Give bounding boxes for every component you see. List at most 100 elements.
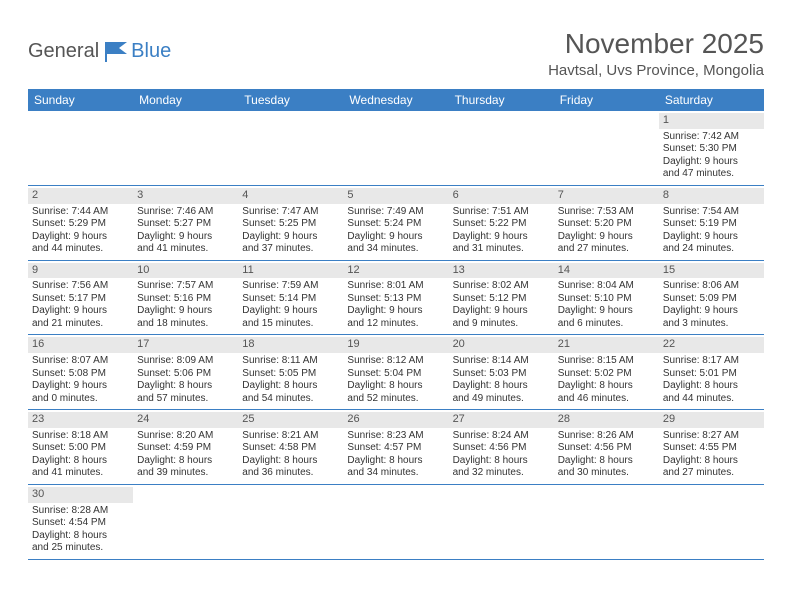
day-number: 24	[133, 412, 238, 428]
day-cell: 29Sunrise: 8:27 AMSunset: 4:55 PMDayligh…	[659, 410, 764, 484]
day-cell-empty	[238, 111, 343, 185]
day-cell: 15Sunrise: 8:06 AMSunset: 5:09 PMDayligh…	[659, 261, 764, 335]
day-number: 17	[133, 337, 238, 353]
day-details: Sunrise: 8:26 AMSunset: 4:56 PMDaylight:…	[558, 430, 655, 480]
day-number: 20	[449, 337, 554, 353]
day-number: 1	[659, 113, 764, 129]
day-number: 28	[554, 412, 659, 428]
day-details: Sunrise: 7:56 AMSunset: 5:17 PMDaylight:…	[32, 280, 129, 330]
day-number: 11	[238, 263, 343, 279]
day-number: 5	[343, 188, 448, 204]
day-details: Sunrise: 8:14 AMSunset: 5:03 PMDaylight:…	[453, 355, 550, 405]
week-row: 2 Sunrise: 7:44 AMSunset: 5:29 PMDaylight…	[28, 186, 764, 261]
day-details: Sunrise: 8:02 AMSunset: 5:12 PMDaylight:…	[453, 280, 550, 330]
day-cell-empty	[28, 111, 133, 185]
day-number: 8	[659, 188, 764, 204]
day-cell: 10Sunrise: 7:57 AMSunset: 5:16 PMDayligh…	[133, 261, 238, 335]
day-cell: 20 Sunrise: 8:14 AMSunset: 5:03 PMDayligh…	[449, 335, 554, 409]
day-details: Sunrise: 8:18 AMSunset: 5:00 PMDaylight:…	[32, 430, 129, 480]
day-cell: 4 Sunrise: 7:47 AMSunset: 5:25 PMDaylight…	[238, 186, 343, 260]
logo-flag-icon	[103, 42, 131, 62]
day-cell-empty	[343, 485, 448, 559]
day-cell: 9Sunrise: 7:56 AMSunset: 5:17 PMDaylight…	[28, 261, 133, 335]
day-details: Sunrise: 7:51 AMSunset: 5:22 PMDaylight:…	[453, 206, 550, 256]
day-number: 9	[28, 263, 133, 279]
day-number: 3	[133, 188, 238, 204]
day-details: Sunrise: 8:06 AMSunset: 5:09 PMDaylight:…	[663, 280, 760, 330]
day-cell: 11Sunrise: 7:59 AMSunset: 5:14 PMDayligh…	[238, 261, 343, 335]
day-number: 10	[133, 263, 238, 279]
day-number: 22	[659, 337, 764, 353]
day-cell-empty	[449, 111, 554, 185]
day-number: 2	[28, 188, 133, 204]
day-details: Sunrise: 8:07 AMSunset: 5:08 PMDaylight:…	[32, 355, 129, 405]
day-cell: 24 Sunrise: 8:20 AMSunset: 4:59 PMDayligh…	[133, 410, 238, 484]
day-cell: 7 Sunrise: 7:53 AMSunset: 5:20 PMDaylight…	[554, 186, 659, 260]
day-details: Sunrise: 7:53 AMSunset: 5:20 PMDaylight:…	[558, 206, 655, 256]
day-cell: 14Sunrise: 8:04 AMSunset: 5:10 PMDayligh…	[554, 261, 659, 335]
day-details: Sunrise: 7:59 AMSunset: 5:14 PMDaylight:…	[242, 280, 339, 330]
day-number: 15	[659, 263, 764, 279]
day-cell: 5Sunrise: 7:49 AMSunset: 5:24 PMDaylight…	[343, 186, 448, 260]
day-number: 27	[449, 412, 554, 428]
header: General Blue November 2025 Havtsal, Uvs …	[28, 28, 764, 79]
day-cell: 21 Sunrise: 8:15 AMSunset: 5:02 PMDayligh…	[554, 335, 659, 409]
day-cell: 26Sunrise: 8:23 AMSunset: 4:57 PMDayligh…	[343, 410, 448, 484]
day-number: 13	[449, 263, 554, 279]
day-cell-empty	[133, 111, 238, 185]
day-of-week-header: SundayMondayTuesdayWednesdayThursdayFrid…	[28, 89, 764, 111]
day-number: 23	[28, 412, 133, 428]
logo: General Blue	[28, 28, 171, 63]
day-number: 6	[449, 188, 554, 204]
day-number: 14	[554, 263, 659, 279]
day-cell: 18 Sunrise: 8:11 AMSunset: 5:05 PMDayligh…	[238, 335, 343, 409]
week-row: 23 Sunrise: 8:18 AMSunset: 5:00 PMDayligh…	[28, 410, 764, 485]
calendar: SundayMondayTuesdayWednesdayThursdayFrid…	[28, 89, 764, 560]
day-details: Sunrise: 8:09 AMSunset: 5:06 PMDaylight:…	[137, 355, 234, 405]
week-row: 30Sunrise: 8:28 AMSunset: 4:54 PMDayligh…	[28, 485, 764, 560]
day-cell: 22 Sunrise: 8:17 AMSunset: 5:01 PMDayligh…	[659, 335, 764, 409]
dow-cell: Wednesday	[343, 89, 448, 111]
day-cell: 28 Sunrise: 8:26 AMSunset: 4:56 PMDayligh…	[554, 410, 659, 484]
day-details: Sunrise: 8:20 AMSunset: 4:59 PMDaylight:…	[137, 430, 234, 480]
dow-cell: Sunday	[28, 89, 133, 111]
day-details: Sunrise: 8:15 AMSunset: 5:02 PMDaylight:…	[558, 355, 655, 405]
dow-cell: Tuesday	[238, 89, 343, 111]
day-cell: 25Sunrise: 8:21 AMSunset: 4:58 PMDayligh…	[238, 410, 343, 484]
day-details: Sunrise: 8:12 AMSunset: 5:04 PMDaylight:…	[347, 355, 444, 405]
day-cell-empty	[343, 111, 448, 185]
day-cell-empty	[449, 485, 554, 559]
logo-text-general: General	[28, 40, 99, 63]
day-details: Sunrise: 8:21 AMSunset: 4:58 PMDaylight:…	[242, 430, 339, 480]
day-cell: 30Sunrise: 8:28 AMSunset: 4:54 PMDayligh…	[28, 485, 133, 559]
day-number: 7	[554, 188, 659, 204]
day-cell: 2 Sunrise: 7:44 AMSunset: 5:29 PMDaylight…	[28, 186, 133, 260]
day-number: 12	[343, 263, 448, 279]
day-details: Sunrise: 7:42 AMSunset: 5:30 PMDaylight:…	[663, 131, 760, 181]
day-cell: 13Sunrise: 8:02 AMSunset: 5:12 PMDayligh…	[449, 261, 554, 335]
day-details: Sunrise: 8:24 AMSunset: 4:56 PMDaylight:…	[453, 430, 550, 480]
day-details: Sunrise: 7:44 AMSunset: 5:29 PMDaylight:…	[32, 206, 129, 256]
day-details: Sunrise: 8:28 AMSunset: 4:54 PMDaylight:…	[32, 505, 129, 555]
day-cell: 6 Sunrise: 7:51 AMSunset: 5:22 PMDaylight…	[449, 186, 554, 260]
day-cell-empty	[554, 485, 659, 559]
day-cell-empty	[133, 485, 238, 559]
day-details: Sunrise: 8:01 AMSunset: 5:13 PMDaylight:…	[347, 280, 444, 330]
day-cell: 12Sunrise: 8:01 AMSunset: 5:13 PMDayligh…	[343, 261, 448, 335]
day-details: Sunrise: 8:11 AMSunset: 5:05 PMDaylight:…	[242, 355, 339, 405]
day-details: Sunrise: 8:17 AMSunset: 5:01 PMDaylight:…	[663, 355, 760, 405]
day-cell: 1 Sunrise: 7:42 AMSunset: 5:30 PMDaylight…	[659, 111, 764, 185]
dow-cell: Friday	[554, 89, 659, 111]
day-cell-empty	[554, 111, 659, 185]
day-details: Sunrise: 7:47 AMSunset: 5:25 PMDaylight:…	[242, 206, 339, 256]
day-details: Sunrise: 8:23 AMSunset: 4:57 PMDaylight:…	[347, 430, 444, 480]
week-row: 16Sunrise: 8:07 AMSunset: 5:08 PMDayligh…	[28, 335, 764, 410]
day-details: Sunrise: 7:57 AMSunset: 5:16 PMDaylight:…	[137, 280, 234, 330]
day-cell-empty	[238, 485, 343, 559]
day-details: Sunrise: 7:46 AMSunset: 5:27 PMDaylight:…	[137, 206, 234, 256]
day-cell: 3 Sunrise: 7:46 AMSunset: 5:27 PMDaylight…	[133, 186, 238, 260]
logo-text-blue: Blue	[131, 40, 171, 63]
day-number: 21	[554, 337, 659, 353]
day-number: 4	[238, 188, 343, 204]
day-number: 18	[238, 337, 343, 353]
